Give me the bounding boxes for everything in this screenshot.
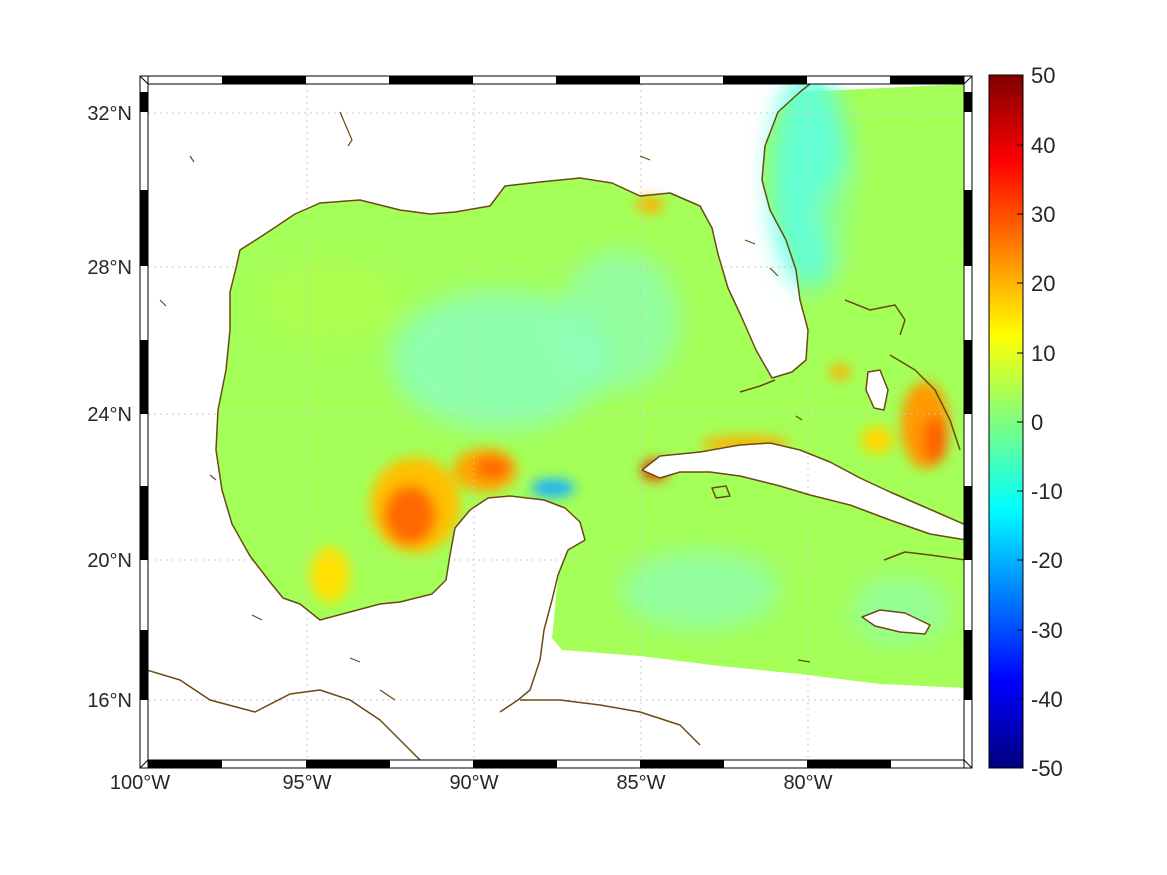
map-frame — [139, 75, 973, 769]
colorbar-tick-label: -30 — [1031, 618, 1063, 643]
small-islands — [159, 111, 811, 701]
colorbar-ticks — [1017, 144, 1023, 700]
gulf-coastline — [235, 84, 812, 379]
colorbar-tick-label: 50 — [1031, 63, 1055, 88]
x-tick-label: 85°W — [616, 772, 665, 794]
colorbar-tick-label: 10 — [1031, 341, 1055, 366]
colorbar-tick-label: 0 — [1031, 410, 1043, 435]
cuba-land — [642, 443, 964, 540]
y-tick-label: 20°N — [87, 550, 132, 572]
yucatan-land — [420, 496, 585, 650]
andros-coastline — [865, 369, 889, 411]
x-tick-label: 90°W — [449, 772, 498, 794]
map-plot-area — [148, 84, 964, 760]
x-tick-labels: 100°W 95°W 90°W 85°W 80°W — [110, 772, 833, 794]
cuba-coastline — [641, 442, 964, 541]
y-tick-label: 16°N — [87, 690, 132, 712]
y-tick-label: 32°N — [87, 103, 132, 125]
jamaica-land — [862, 610, 930, 634]
warm-anomaly-north-yucatan-core — [474, 456, 510, 480]
y-tick-label: 24°N — [87, 404, 132, 426]
x-tick-label: 80°W — [783, 772, 832, 794]
cool-patch — [390, 290, 610, 430]
warm-anomaly-campeche-core — [384, 485, 436, 545]
ocean-field — [216, 84, 964, 688]
y-tick-labels: 32°N 28°N 24°N 20°N 16°N — [87, 103, 132, 712]
pacific-coastline — [148, 669, 422, 760]
warm-anomaly-florida — [830, 364, 850, 380]
hispaniola-coastline — [883, 551, 964, 561]
warm-anomaly-belize — [310, 547, 350, 603]
isla-juventud-coastline — [711, 485, 731, 499]
jamaica-coastline — [861, 609, 931, 635]
colorbar-tick-label: 40 — [1031, 133, 1055, 158]
cool-patch — [850, 575, 950, 645]
cool-patch — [820, 160, 940, 280]
colorbar-tick-label: -20 — [1031, 548, 1063, 573]
colorbar-tick-label: -50 — [1031, 756, 1063, 781]
y-tick-label: 28°N — [87, 257, 132, 279]
bahamas-coastline — [844, 299, 961, 451]
warm-anomaly-bahamas-core — [923, 416, 947, 464]
colorbar-tick-label: -40 — [1031, 687, 1063, 712]
cool-patch — [560, 250, 680, 390]
coastlines — [148, 84, 964, 760]
colorbar-tick-label: -10 — [1031, 479, 1063, 504]
warm-anomaly-bahamas-west — [861, 426, 893, 454]
x-tick-label: 100°W — [110, 772, 170, 794]
mexico-coastline — [215, 267, 586, 713]
warm-anomaly-apalachee — [636, 197, 664, 213]
colorbar: 50 40 30 20 10 0 -10 -20 -30 -40 -50 — [988, 63, 1063, 781]
colorbar-tick-label: 30 — [1031, 202, 1055, 227]
cold-anomaly-yucatan-channel — [531, 479, 575, 497]
cool-patch — [260, 260, 400, 340]
central-america-coastline — [520, 699, 701, 746]
florida-keys-coastline — [739, 379, 776, 393]
x-tick-label: 95°W — [282, 772, 331, 794]
colorbar-tick-label: 20 — [1031, 271, 1055, 296]
cool-patch — [620, 550, 780, 630]
andros-land — [866, 370, 888, 410]
